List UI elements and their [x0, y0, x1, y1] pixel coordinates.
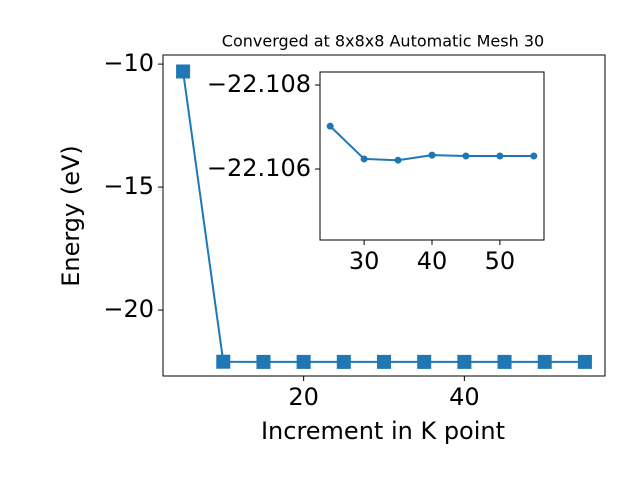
marker [497, 354, 512, 369]
chart-title: Converged at 8x8x8 Automatic Mesh 30 [222, 32, 544, 51]
marker [462, 152, 470, 160]
marker [296, 354, 311, 369]
marker [577, 354, 592, 369]
y-tick-label: −15 [103, 172, 154, 200]
x-tick-label: 30 [349, 247, 380, 275]
marker [417, 354, 432, 369]
y-tick-label: −22.106 [207, 154, 311, 182]
marker [216, 354, 231, 369]
x-tick-label: 40 [417, 247, 448, 275]
marker [256, 354, 271, 369]
x-axis-label: Increment in K point [261, 417, 505, 445]
marker [360, 155, 368, 163]
y-tick-label: −10 [103, 49, 154, 77]
y-tick-label: −20 [103, 295, 154, 323]
x-tick-label: 40 [449, 383, 480, 411]
marker [336, 354, 351, 369]
marker [377, 354, 391, 369]
marker [496, 152, 504, 160]
y-tick-label: −22.108 [207, 70, 311, 98]
marker [394, 156, 402, 164]
marker [326, 122, 334, 130]
y-axis-label: Energy (eV) [57, 145, 85, 287]
marker [537, 354, 552, 369]
marker [457, 354, 472, 369]
marker [176, 64, 191, 79]
x-tick-label: 50 [485, 247, 516, 275]
marker [428, 151, 436, 159]
x-tick-label: 20 [288, 383, 319, 411]
marker [530, 152, 538, 160]
